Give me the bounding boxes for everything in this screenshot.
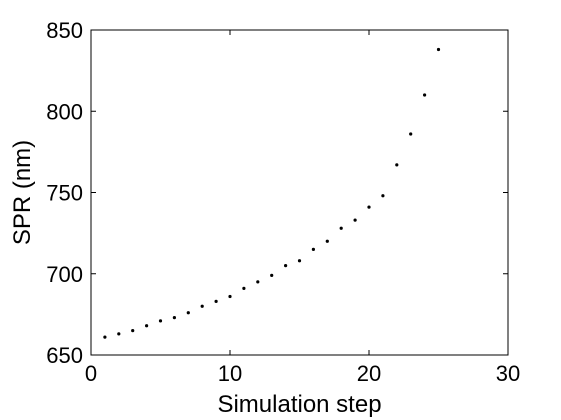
y-axis-ticks: 650 700 750 800 850 bbox=[46, 18, 508, 368]
x-axis-label: Simulation step bbox=[217, 391, 381, 418]
data-point bbox=[325, 239, 329, 243]
x-tick-label: 20 bbox=[357, 361, 381, 386]
data-points bbox=[103, 47, 441, 339]
data-point bbox=[242, 286, 246, 290]
data-point bbox=[339, 226, 343, 230]
plot-area bbox=[90, 29, 509, 356]
data-point bbox=[256, 280, 260, 284]
y-tick-label: 650 bbox=[46, 343, 83, 368]
y-axis-label: SPR (nm) bbox=[9, 140, 36, 245]
data-point bbox=[228, 294, 232, 299]
x-tick-label: 0 bbox=[85, 361, 97, 386]
data-point bbox=[353, 218, 357, 222]
data-point bbox=[311, 247, 315, 251]
data-point bbox=[145, 324, 149, 328]
data-point bbox=[395, 163, 399, 167]
data-point bbox=[270, 273, 274, 277]
data-point bbox=[131, 329, 135, 333]
data-point bbox=[186, 311, 190, 315]
data-point bbox=[381, 194, 385, 198]
y-tick-label: 800 bbox=[46, 99, 83, 124]
data-point bbox=[117, 332, 121, 336]
data-point bbox=[172, 316, 176, 320]
y-tick-label: 850 bbox=[46, 18, 83, 43]
data-point bbox=[367, 205, 371, 209]
data-point bbox=[284, 264, 288, 268]
data-point bbox=[103, 335, 107, 339]
data-point bbox=[214, 299, 218, 303]
y-tick-label: 700 bbox=[46, 262, 83, 287]
x-tick-label: 30 bbox=[496, 361, 520, 386]
x-tick-label: 10 bbox=[218, 361, 242, 386]
data-point bbox=[158, 319, 163, 323]
data-point bbox=[423, 93, 427, 97]
data-point bbox=[409, 132, 413, 136]
y-tick-label: 750 bbox=[46, 181, 83, 206]
data-point bbox=[200, 304, 204, 308]
data-point bbox=[297, 259, 302, 263]
data-point bbox=[436, 47, 441, 52]
x-axis-ticks: 0 10 20 30 bbox=[85, 30, 520, 386]
